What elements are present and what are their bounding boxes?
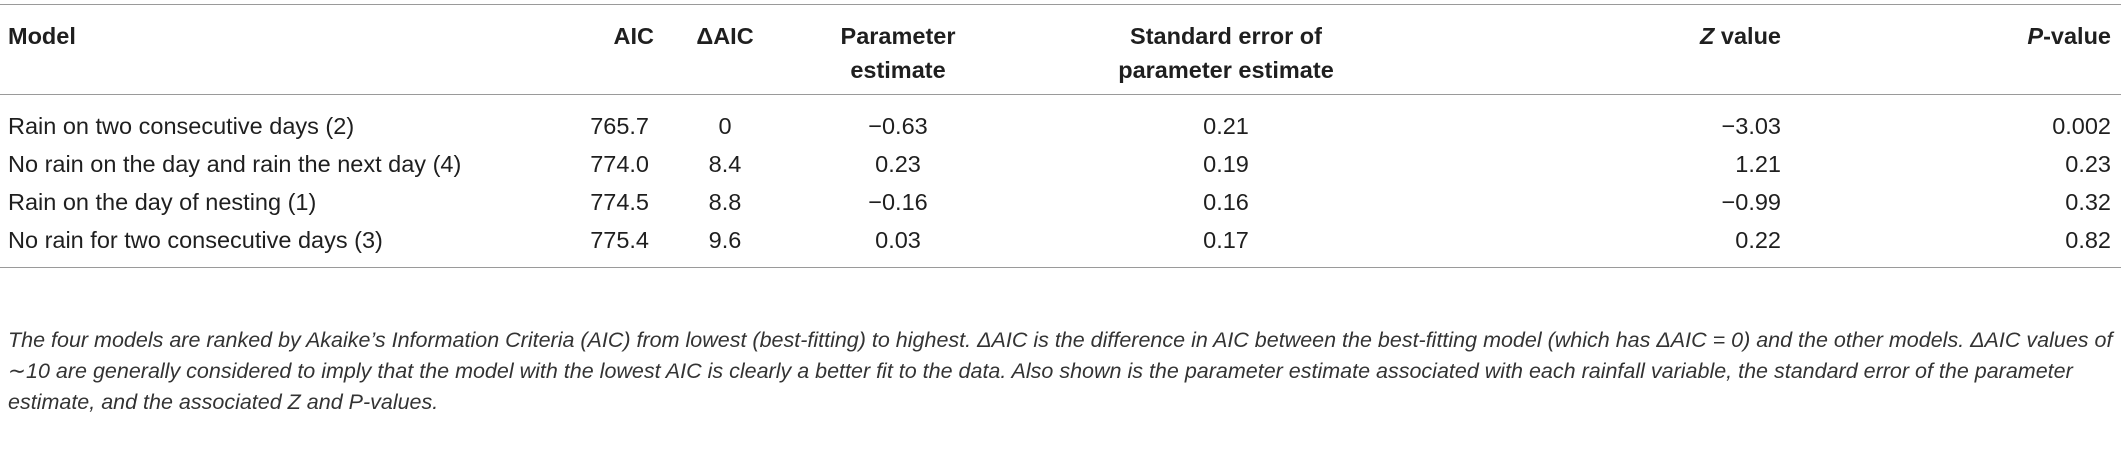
header-standard-error-line2: parameter estimate <box>1118 57 1334 83</box>
table-row: No rain for two consecutive days (3) 775… <box>0 221 2121 268</box>
header-parameter-estimate-line2: estimate <box>850 57 946 83</box>
cell-aic: 775.4 <box>474 221 670 268</box>
cell-model: No rain on the day and rain the next day… <box>8 151 462 177</box>
header-p-value: P-value <box>1801 4 2121 95</box>
header-aic-label: AIC <box>613 23 654 49</box>
header-standard-error: Standard error of parameter estimate <box>1016 4 1436 95</box>
header-z-symbol: Z <box>1700 23 1715 49</box>
cell-aic: 765.7 <box>590 113 649 139</box>
cell-standard-error: 0.19 <box>1203 151 1249 177</box>
cell-model: No rain for two consecutive days (3) <box>0 221 474 268</box>
header-p-symbol: P <box>2027 23 2044 49</box>
cell-delta-aic: 0 <box>718 113 732 139</box>
table-body: Rain on two consecutive days (2) 765.7 0… <box>0 95 2121 268</box>
header-delta-aic: ΔAIC <box>670 4 780 95</box>
table-header: Model AIC ΔAIC Parameter estimate Standa… <box>0 4 2121 95</box>
cell-standard-error: 0.21 <box>1203 113 1249 139</box>
cell-aic: 774.0 <box>590 151 649 177</box>
cell-model: Rain on the day of nesting (1) <box>8 189 317 215</box>
cell-parameter-estimate: −0.16 <box>868 189 928 215</box>
cell-parameter-estimate: 0.23 <box>875 151 921 177</box>
header-z-value: Z value <box>1436 4 1801 95</box>
cell-p-value: 0.23 <box>2065 151 2111 177</box>
header-p-label: -value <box>2043 23 2111 49</box>
table-row: Rain on the day of nesting (1) 774.5 8.8… <box>0 183 2121 221</box>
cell-standard-error: 0.16 <box>1203 189 1249 215</box>
table-row: Rain on two consecutive days (2) 765.7 0… <box>0 95 2121 146</box>
header-model-label: Model <box>8 23 76 49</box>
header-standard-error-line1: Standard error of <box>1130 23 1322 49</box>
header-row: Model AIC ΔAIC Parameter estimate Standa… <box>0 4 2121 95</box>
cell-z-value: −0.99 <box>1721 189 1781 215</box>
cell-standard-error: 0.17 <box>1016 221 1436 268</box>
cell-z-value: 0.22 <box>1436 221 1801 268</box>
header-parameter-estimate-line1: Parameter <box>840 23 956 49</box>
cell-delta-aic: 9.6 <box>670 221 780 268</box>
header-parameter-estimate: Parameter estimate <box>780 4 1016 95</box>
cell-parameter-estimate: 0.03 <box>780 221 1016 268</box>
table-caption: The four models are ranked by Akaike’s I… <box>8 328 2113 414</box>
header-z-label: value <box>1714 23 1781 49</box>
cell-p-value: 0.002 <box>2052 113 2111 139</box>
model-comparison-table: Model AIC ΔAIC Parameter estimate Standa… <box>0 4 2121 268</box>
cell-model: Rain on two consecutive days (2) <box>8 113 355 139</box>
header-aic: AIC <box>474 4 670 95</box>
cell-z-value: −3.03 <box>1721 113 1781 139</box>
cell-delta-aic: 8.4 <box>708 151 742 177</box>
table-row: No rain on the day and rain the next day… <box>0 145 2121 183</box>
cell-p-value: 0.32 <box>2065 189 2111 215</box>
cell-aic: 774.5 <box>590 189 649 215</box>
header-delta-aic-label: ΔAIC <box>696 23 754 49</box>
header-model: Model <box>0 4 474 95</box>
cell-parameter-estimate: −0.63 <box>868 113 928 139</box>
cell-p-value: 0.82 <box>1801 221 2121 268</box>
cell-delta-aic: 8.8 <box>708 189 742 215</box>
cell-z-value: 1.21 <box>1735 151 1781 177</box>
